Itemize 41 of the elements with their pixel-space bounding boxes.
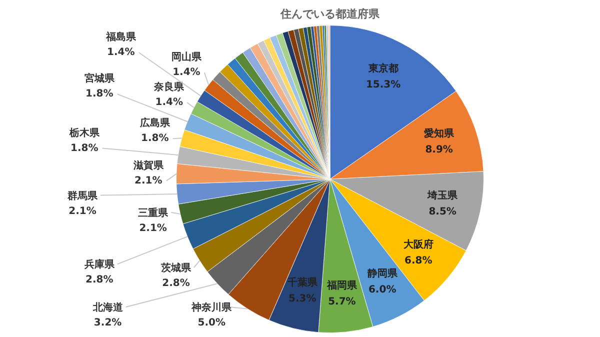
data-label: 5.0% (198, 318, 226, 329)
data-label: 2.8% (85, 274, 114, 286)
data-label: 3.2% (94, 318, 122, 329)
slice-label: 栃木県 (68, 126, 100, 139)
slice-label: 静岡県 (366, 267, 398, 280)
slice-label: 福島県 (104, 31, 137, 44)
data-label: 1.4% (172, 67, 200, 78)
slice-label: 群馬県 (66, 190, 98, 202)
data-label: 1.8% (85, 88, 114, 100)
slice-label: 大阪府 (402, 238, 434, 251)
slice-label: 愛知県 (424, 127, 456, 140)
data-label: 5.3% (288, 294, 316, 305)
slice-label: 兵庫県 (83, 258, 116, 271)
data-label: 2.1% (68, 206, 96, 217)
data-label: 2.1% (134, 175, 162, 186)
data-label: 6.0% (368, 284, 396, 296)
data-label: 1.8% (141, 133, 169, 144)
slice-label: 奈良県 (153, 81, 186, 94)
slice-label: 岡山県 (171, 51, 202, 64)
data-label: 1.4% (106, 47, 135, 58)
slice-label: 千葉県 (286, 276, 318, 289)
slice-label: 神奈川県 (190, 302, 233, 314)
data-label: 2.8% (162, 278, 190, 290)
slice-label: 広島県 (138, 117, 171, 130)
data-label: 5.7% (328, 296, 356, 308)
slice-label: 三重県 (138, 207, 170, 219)
data-label: 8.9% (425, 144, 453, 156)
data-label: 8.5% (428, 206, 456, 218)
chart-title: 住んでいる都道府県 (280, 7, 380, 20)
slice-label: 福岡県 (326, 279, 358, 292)
data-label: 15.3% (366, 79, 401, 90)
data-label: 1.4% (155, 97, 184, 108)
slice-label: 東京都 (367, 62, 398, 74)
slice-label: 茨城県 (160, 262, 192, 274)
slice-label: 埼玉県 (426, 189, 459, 202)
data-label: 1.8% (70, 142, 98, 154)
slice-label: 滋賀県 (132, 159, 164, 172)
data-label: 6.8% (404, 256, 432, 267)
slice-label: 北海道 (92, 302, 124, 314)
slice-label: 宮城県 (84, 72, 116, 85)
data-label: 2.1% (139, 223, 167, 234)
